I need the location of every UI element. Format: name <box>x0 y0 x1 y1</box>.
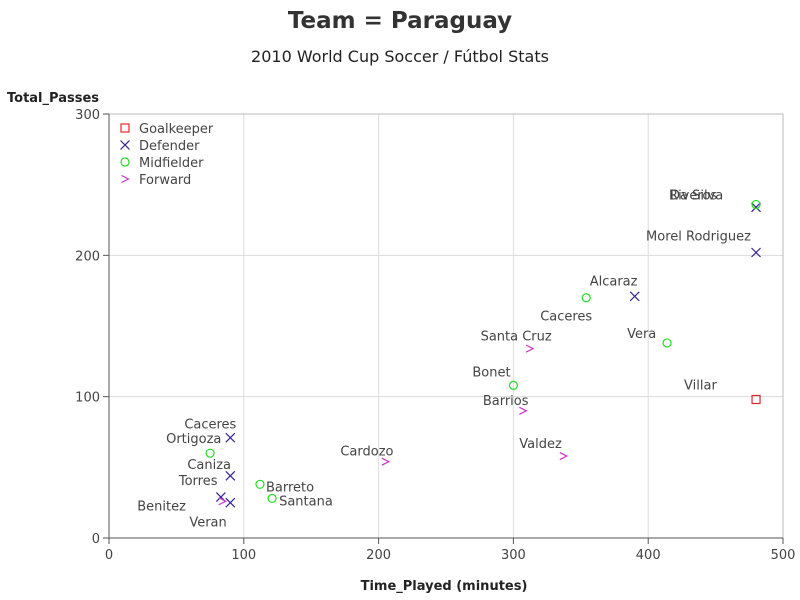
point-label: Da Silva <box>670 188 723 203</box>
legend-marker <box>121 174 130 184</box>
legend-label: Defender <box>139 139 200 154</box>
circle-marker-shape <box>662 338 672 348</box>
x-axis-title: Time_Played (minutes) <box>361 579 528 594</box>
data-point <box>218 497 228 506</box>
legend-label: Midfielder <box>139 156 204 171</box>
x-marker-shape <box>120 140 130 150</box>
forward-marker-shape <box>121 174 130 184</box>
data-point <box>629 291 640 302</box>
forward-marker-shape <box>559 451 569 461</box>
circle-marker-shape <box>205 448 215 458</box>
data-point <box>255 479 265 489</box>
square-marker-shape <box>120 123 130 133</box>
point-label: Barreto <box>266 480 314 495</box>
data-point <box>751 394 761 405</box>
legend-item: Forward <box>121 173 191 188</box>
x-tick-label: 100 <box>231 548 256 563</box>
x-marker-shape <box>751 247 761 258</box>
x-tick-label: 300 <box>501 548 526 563</box>
y-tick-label: 200 <box>75 249 100 264</box>
point-label: Villar <box>684 378 717 393</box>
point-label: Vera <box>627 327 656 342</box>
point-label: Torres <box>178 474 218 489</box>
legend-label: Forward <box>139 173 191 188</box>
point-label: Santa Cruz <box>481 330 552 345</box>
x-marker-shape <box>225 470 236 481</box>
point-label: Valdez <box>519 437 562 452</box>
data-point <box>751 202 761 213</box>
circle-marker-shape <box>751 199 761 210</box>
data-point <box>225 432 236 443</box>
point-label: Riveros <box>669 188 717 203</box>
forward-marker-shape <box>519 406 528 415</box>
point-label: Ortigoza <box>166 432 221 447</box>
point-label: Santana <box>279 494 333 509</box>
point-label: Benitez <box>137 499 186 514</box>
legend-item: Goalkeeper <box>120 122 214 137</box>
data-point <box>662 338 672 348</box>
x-marker-shape <box>225 432 236 443</box>
data-point <box>559 451 569 461</box>
legend-marker <box>120 123 130 133</box>
forward-marker-shape <box>525 344 535 353</box>
forward-marker-shape <box>218 497 228 506</box>
point-label: Alcaraz <box>590 274 638 289</box>
data-point <box>519 406 528 415</box>
point-label: Caniza <box>187 458 231 473</box>
circle-marker-shape <box>255 479 265 489</box>
y-tick-label: 0 <box>92 532 100 547</box>
data-point <box>751 247 761 258</box>
circle-marker-shape <box>120 157 130 167</box>
point-label: Caceres <box>540 310 592 325</box>
data-point <box>225 470 236 481</box>
data-point <box>381 457 391 466</box>
legend-marker <box>120 157 130 167</box>
legend-label: Goalkeeper <box>139 122 214 137</box>
point-labels: Villar Da Silva Morel Rodriguez Alcaraz Cace… <box>137 188 751 530</box>
point-label: Barrios <box>483 394 529 409</box>
legend: Goalkeeper Defender Midfielder Forward <box>120 122 214 188</box>
point-label: Bonet <box>472 365 510 380</box>
data-point <box>225 497 236 508</box>
square-marker-shape <box>751 394 761 405</box>
axes: 0 100 200 300 400 500 0 100 200 300 <box>75 108 795 563</box>
data-point <box>267 493 277 504</box>
point-label: Cardozo <box>340 445 393 460</box>
x-marker-shape <box>629 291 640 302</box>
chart-title: Team = Paraguay <box>287 8 513 34</box>
legend-item: Midfielder <box>120 156 204 171</box>
circle-marker-shape <box>581 293 591 303</box>
data-point <box>751 199 761 210</box>
legend-marker <box>120 140 130 150</box>
y-tick-label: 300 <box>75 108 100 123</box>
point-label: Veran <box>189 516 226 531</box>
x-tick-label: 200 <box>366 548 391 563</box>
point-label: Caceres <box>184 418 236 433</box>
circle-marker-shape <box>267 493 277 504</box>
x-tick-label: 0 <box>105 548 113 563</box>
circle-marker-shape <box>508 380 519 390</box>
data-point <box>581 293 591 303</box>
point-label: Morel Rodriguez <box>646 230 751 245</box>
y-tick-label: 100 <box>75 391 100 406</box>
y-axis-title: Total_Passes <box>7 91 99 106</box>
legend-item: Defender <box>120 139 200 154</box>
chart-subtitle: 2010 World Cup Soccer / Fútbol Stats <box>251 47 549 66</box>
data-point <box>205 448 215 458</box>
x-tick-label: 500 <box>771 548 796 563</box>
data-point <box>525 344 535 353</box>
data-points <box>205 199 761 508</box>
x-marker-shape <box>225 497 236 508</box>
x-marker-shape <box>751 202 761 213</box>
data-point <box>508 380 519 390</box>
grid <box>109 114 783 538</box>
forward-marker-shape <box>381 457 391 466</box>
x-tick-label: 400 <box>636 548 661 563</box>
